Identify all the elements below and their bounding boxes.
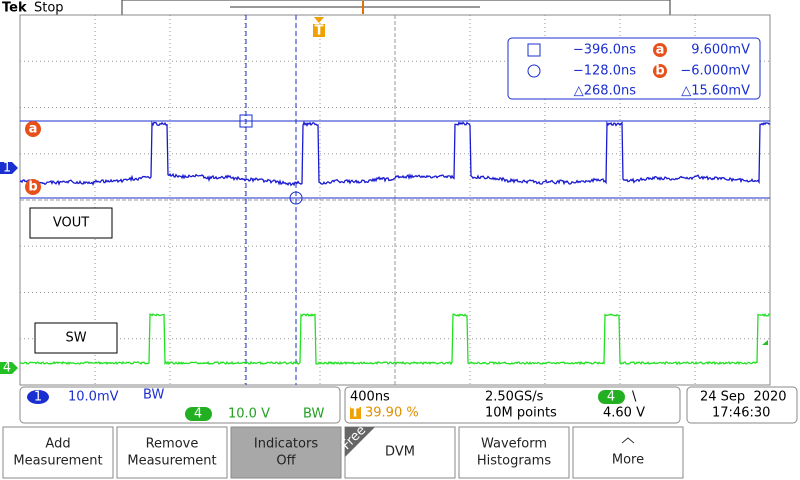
label: VOUT — [53, 216, 89, 231]
readout-circle — [527, 64, 541, 78]
ch4-ground-label: 4 — [3, 361, 11, 376]
menu-button-label: DVM — [385, 445, 415, 460]
readout-marker — [653, 43, 667, 57]
ch1-badge — [27, 390, 49, 404]
trigger-label: T — [315, 24, 324, 39]
trigger-level — [762, 340, 768, 345]
graticule-border — [19, 14, 771, 386]
more-chevron — [621, 437, 635, 444]
cursor-readout — [507, 37, 761, 100]
marker-b-label: b — [28, 180, 37, 195]
label: SW — [65, 331, 86, 346]
menu-button-label: Off — [276, 454, 296, 469]
readout-value: 9.600mV — [691, 43, 750, 58]
trigger-box — [313, 24, 325, 37]
ch4-badge — [185, 407, 212, 421]
trigger-level: 4.60 V — [603, 406, 645, 421]
readout-value: −6.000mV — [680, 64, 750, 79]
trigger-pos-badge — [350, 407, 361, 419]
cursor-2-circle — [289, 191, 303, 205]
menu-button-label: Histograms — [477, 454, 551, 469]
date: 24 Sep 2020 — [700, 390, 787, 405]
ch1-number: 1 — [34, 390, 42, 405]
menu-button[interactable] — [572, 426, 684, 479]
menu-button-label: More — [612, 453, 644, 468]
brand: Tek — [2, 1, 27, 16]
ch4-ground — [0, 362, 18, 374]
menu-button-label: Measurement — [127, 454, 216, 469]
readout-marker-label: b — [655, 64, 664, 79]
menu-button-label: Waveform — [481, 437, 547, 452]
menu-button-label: Measurement — [13, 454, 102, 469]
trigger-channel: 4 — [607, 390, 615, 405]
ch1-ground — [0, 162, 18, 174]
datetime-box — [686, 386, 798, 424]
menu-button-label: Indicators — [254, 437, 318, 452]
readout-time: −128.0ns — [573, 64, 636, 79]
record-length: 10M points — [485, 406, 557, 421]
trigger-slope: \ — [632, 390, 637, 405]
time: 17:46:30 — [712, 406, 770, 421]
readout-value: △15.60mV — [681, 84, 750, 99]
label-box — [34, 322, 118, 354]
marker-a-label: a — [29, 122, 38, 137]
menu-button-label: Remove — [146, 437, 199, 452]
trigger-position: 39.90 % — [365, 406, 419, 421]
ch4-bw: BW — [303, 407, 324, 422]
label-box — [29, 207, 113, 239]
sw-trace — [19, 312, 771, 366]
acquisition-status — [344, 386, 681, 424]
readout-marker — [653, 64, 667, 78]
menu-button[interactable] — [116, 426, 228, 479]
run-status: Stop — [34, 1, 64, 16]
menu-button[interactable] — [230, 426, 342, 479]
marker-a — [25, 121, 41, 137]
ch4-number: 4 — [194, 407, 202, 422]
menu-button[interactable] — [2, 426, 114, 479]
timebase: 400ns — [350, 390, 390, 405]
trigger-pos-marker: T — [351, 406, 360, 421]
readout-square — [527, 43, 541, 57]
readout-time: △268.0ns — [574, 84, 636, 99]
vout-trace — [19, 120, 771, 187]
sample-rate: 2.50GS/s — [485, 390, 544, 405]
readout-time: −396.0ns — [573, 43, 636, 58]
cursor-1-square — [239, 114, 253, 128]
ch1-ground-label: 1 — [3, 161, 11, 176]
ch1-scale: 10.0mV — [68, 390, 119, 405]
channel-status — [19, 386, 341, 424]
marker-b — [25, 179, 41, 195]
button-tag — [345, 427, 375, 457]
menu-button[interactable] — [458, 426, 570, 479]
readout-marker-label: a — [656, 43, 665, 58]
trigger-channel-badge — [598, 390, 625, 404]
ch1-bw: BW — [143, 388, 164, 403]
menu-button-label: Add — [45, 437, 70, 452]
ch4-scale: 10.0 V — [228, 407, 270, 422]
trigger-arrow — [314, 17, 324, 23]
